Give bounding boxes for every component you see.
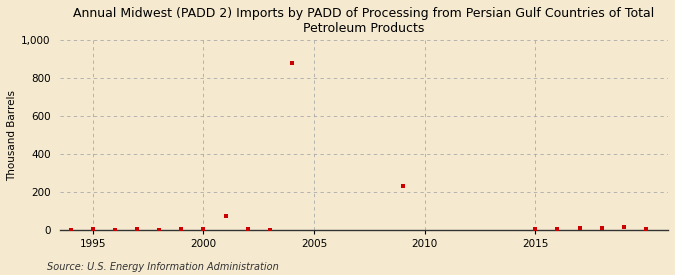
Point [641, 227, 651, 232]
Point [552, 227, 563, 232]
Point [154, 228, 165, 232]
Title: Annual Midwest (PADD 2) Imports by PADD of Processing from Persian Gulf Countrie: Annual Midwest (PADD 2) Imports by PADD … [73, 7, 655, 35]
Point [265, 228, 275, 232]
Point [65, 228, 76, 232]
Point [198, 227, 209, 232]
Y-axis label: Thousand Barrels: Thousand Barrels [7, 90, 17, 180]
Point [220, 213, 231, 218]
Point [242, 227, 253, 232]
Point [88, 227, 99, 232]
Point [176, 227, 187, 232]
Point [287, 61, 298, 65]
Point [132, 227, 142, 232]
Point [109, 228, 120, 232]
Point [596, 226, 607, 230]
Text: Source: U.S. Energy Information Administration: Source: U.S. Energy Information Administ… [47, 262, 279, 272]
Point [618, 225, 629, 229]
Point [530, 227, 541, 231]
Point [574, 226, 585, 230]
Point [397, 184, 408, 188]
